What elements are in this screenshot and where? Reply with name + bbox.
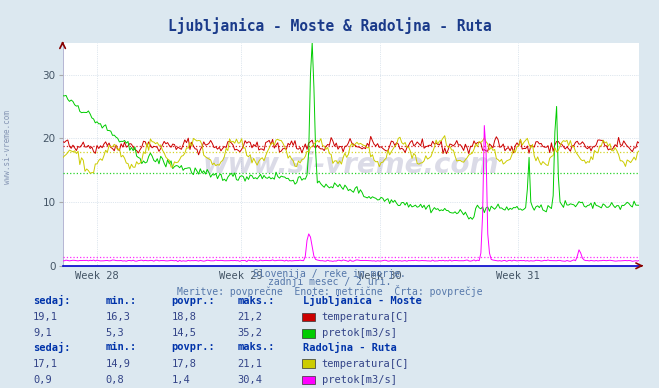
Text: Radoljna - Ruta: Radoljna - Ruta xyxy=(303,342,397,353)
Text: maks.:: maks.: xyxy=(237,296,275,306)
Text: povpr.:: povpr.: xyxy=(171,342,215,352)
Text: www.si-vreme.com: www.si-vreme.com xyxy=(203,151,499,179)
Text: temperatura[C]: temperatura[C] xyxy=(322,359,409,369)
Text: Slovenija / reke in morje.: Slovenija / reke in morje. xyxy=(253,268,406,279)
Text: www.si-vreme.com: www.si-vreme.com xyxy=(3,111,13,184)
Text: 5,3: 5,3 xyxy=(105,328,124,338)
Text: 17,1: 17,1 xyxy=(33,359,58,369)
Text: 30,4: 30,4 xyxy=(237,375,262,385)
Text: 14,9: 14,9 xyxy=(105,359,130,369)
Text: 35,2: 35,2 xyxy=(237,328,262,338)
Text: zadnji mesec / 2 uri.: zadnji mesec / 2 uri. xyxy=(268,277,391,288)
Text: 16,3: 16,3 xyxy=(105,312,130,322)
Text: 21,1: 21,1 xyxy=(237,359,262,369)
Text: maks.:: maks.: xyxy=(237,342,275,352)
Text: 18,8: 18,8 xyxy=(171,312,196,322)
Text: sedaj:: sedaj: xyxy=(33,342,71,353)
Text: 0,8: 0,8 xyxy=(105,375,124,385)
Text: povpr.:: povpr.: xyxy=(171,296,215,306)
Text: 17,8: 17,8 xyxy=(171,359,196,369)
Text: sedaj:: sedaj: xyxy=(33,295,71,306)
Text: Meritve: povprečne  Enote: metrične  Črta: povprečje: Meritve: povprečne Enote: metrične Črta:… xyxy=(177,285,482,297)
Text: Ljubljanica - Moste: Ljubljanica - Moste xyxy=(303,295,422,306)
Text: 9,1: 9,1 xyxy=(33,328,51,338)
Text: Ljubljanica - Moste & Radoljna - Ruta: Ljubljanica - Moste & Radoljna - Ruta xyxy=(167,17,492,34)
Text: 19,1: 19,1 xyxy=(33,312,58,322)
Text: 1,4: 1,4 xyxy=(171,375,190,385)
Text: temperatura[C]: temperatura[C] xyxy=(322,312,409,322)
Text: min.:: min.: xyxy=(105,342,136,352)
Text: pretok[m3/s]: pretok[m3/s] xyxy=(322,375,397,385)
Text: 14,5: 14,5 xyxy=(171,328,196,338)
Text: 21,2: 21,2 xyxy=(237,312,262,322)
Text: pretok[m3/s]: pretok[m3/s] xyxy=(322,328,397,338)
Text: 0,9: 0,9 xyxy=(33,375,51,385)
Text: min.:: min.: xyxy=(105,296,136,306)
